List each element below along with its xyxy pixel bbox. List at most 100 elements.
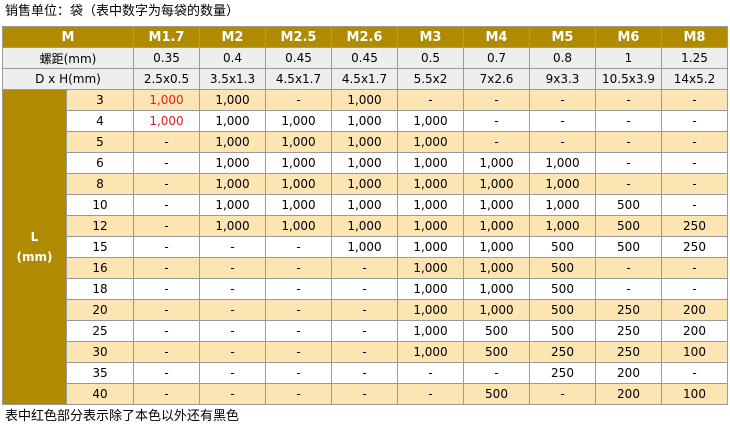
quantity-cell: - — [133, 257, 200, 279]
quantity-cell: 500 — [529, 320, 596, 342]
quantity-cell: - — [529, 383, 596, 405]
quantity-cell: - — [331, 362, 398, 384]
quantity-cell: - — [265, 299, 332, 321]
quantity-cell: - — [199, 362, 266, 384]
quantity-cell: 1,000 — [463, 152, 530, 174]
quantity-cell: - — [529, 110, 596, 132]
quantity-cell: - — [133, 236, 200, 258]
table-caption: 销售单位：袋（表中数字为每袋的数量） — [5, 4, 240, 19]
quantity-cell: 1,000 — [463, 194, 530, 216]
length-axis-label: L (mm) — [2, 89, 67, 405]
length-value: 20 — [66, 299, 134, 321]
quantity-cell: - — [595, 173, 662, 195]
quantity-cell: - — [133, 215, 200, 237]
table-row: 30- - - -1,000 500 250 250 100 — [3, 341, 728, 363]
quantity-cell: - — [133, 362, 200, 384]
table-row: 15- - -1,000 1,000 1,000 500 500 250 — [3, 236, 728, 258]
quantity-cell: - — [199, 299, 266, 321]
quantity-cell: 500 — [529, 257, 596, 279]
length-value: 3 — [66, 89, 134, 111]
dh-cell: 3.5x1.3 — [199, 68, 266, 90]
quantity-cell: - — [595, 278, 662, 300]
quantity-cell: 100 — [661, 383, 728, 405]
quantity-cell: 1,000 — [265, 110, 332, 132]
quantity-cell: 1,000 — [397, 194, 464, 216]
quantity-cell: 1,000 — [397, 278, 464, 300]
quantity-cell: - — [331, 257, 398, 279]
quantity-cell: - — [661, 362, 728, 384]
quantity-cell: - — [463, 362, 530, 384]
size-header: M5 — [529, 26, 596, 48]
quantity-cell: - — [661, 131, 728, 153]
quantity-cell: 100 — [661, 341, 728, 363]
dh-cell: 4.5x1.7 — [265, 68, 332, 90]
quantity-cell: 500 — [529, 299, 596, 321]
quantity-cell: 1,000 — [265, 131, 332, 153]
dh-cell: 14x5.2 — [661, 68, 728, 90]
quantity-cell: - — [595, 131, 662, 153]
pitch-cell: 0.7 — [463, 47, 530, 69]
quantity-cell: 1,000 — [199, 110, 266, 132]
table-row: 12-1,000 1,000 1,000 1,000 1,000 1,000 500 250 — [3, 215, 728, 237]
quantity-cell: 1,000 — [199, 152, 266, 174]
quantity-cell: 1,000 — [463, 278, 530, 300]
quantity-cell: - — [331, 278, 398, 300]
size-header: M6 — [595, 26, 662, 48]
quantity-cell: 500 — [529, 278, 596, 300]
quantity-cell: 1,000 — [265, 215, 332, 237]
quantity-cell: - — [265, 89, 332, 111]
pitch-cell: 0.45 — [265, 47, 332, 69]
quantity-cell: 200 — [661, 299, 728, 321]
table-row: 18- - - -1,000 1,000 500- - — [3, 278, 728, 300]
quantity-cell: 200 — [661, 320, 728, 342]
quantity-cell: 1,000 — [463, 215, 530, 237]
quantity-table: M M1.7 M2 M2.5 M2.6 M3 M4 M5 M6 M8 螺距(mm) 0.35 0.… — [2, 26, 728, 405]
quantity-cell: - — [661, 278, 728, 300]
quantity-cell: - — [265, 341, 332, 363]
dh-cell: 7x2.6 — [463, 68, 530, 90]
quantity-cell: 500 — [463, 320, 530, 342]
quantity-cell: - — [529, 89, 596, 111]
quantity-cell: - — [661, 173, 728, 195]
quantity-cell: - — [133, 341, 200, 363]
length-value: 18 — [66, 278, 134, 300]
quantity-cell: - — [595, 257, 662, 279]
quantity-cell: 500 — [595, 215, 662, 237]
quantity-cell: 250 — [595, 320, 662, 342]
length-value: 4 — [66, 110, 134, 132]
quantity-cell: 1,000 — [463, 173, 530, 195]
quantity-cell: 1,000 — [133, 110, 200, 132]
size-header: M2 — [199, 26, 266, 48]
length-value: 35 — [66, 362, 134, 384]
table-footnote: 表中红色部分表示除了本色以外还有黑色 — [5, 409, 240, 424]
length-label: L — [30, 230, 39, 244]
length-value: 16 — [66, 257, 134, 279]
table-row: 5-1,000 1,000 1,000 1,000- - - - — [3, 131, 728, 153]
quantity-cell: - — [463, 131, 530, 153]
quantity-cell: - — [199, 341, 266, 363]
quantity-cell: 500 — [463, 341, 530, 363]
dh-row-label: D x H(mm) — [2, 68, 134, 90]
quantity-cell: 1,000 — [199, 131, 266, 153]
quantity-cell: 250 — [595, 341, 662, 363]
size-header: M3 — [397, 26, 464, 48]
quantity-cell: 1,000 — [529, 194, 596, 216]
quantity-cell: 1,000 — [397, 257, 464, 279]
quantity-cell: - — [595, 89, 662, 111]
quantity-cell: 250 — [595, 299, 662, 321]
quantity-cell: 1,000 — [331, 152, 398, 174]
size-header: M2.5 — [265, 26, 332, 48]
table-row: 4 1,000 1,000 1,000 1,000 1,000- - - - — [3, 110, 728, 132]
quantity-cell: 250 — [661, 215, 728, 237]
quantity-cell: 1,000 — [397, 320, 464, 342]
table-row: 8-1,000 1,000 1,000 1,000 1,000 1,000- - — [3, 173, 728, 195]
length-value: 30 — [66, 341, 134, 363]
size-header: M8 — [661, 26, 728, 48]
quantity-cell: - — [331, 383, 398, 405]
quantity-cell: 1,000 — [397, 131, 464, 153]
length-unit: (mm) — [16, 250, 53, 264]
quantity-cell: 1,000 — [529, 152, 596, 174]
table-row: 25- - - -1,000 500 500 250 200 — [3, 320, 728, 342]
quantity-cell: 1,000 — [397, 152, 464, 174]
quantity-cell: - — [133, 173, 200, 195]
